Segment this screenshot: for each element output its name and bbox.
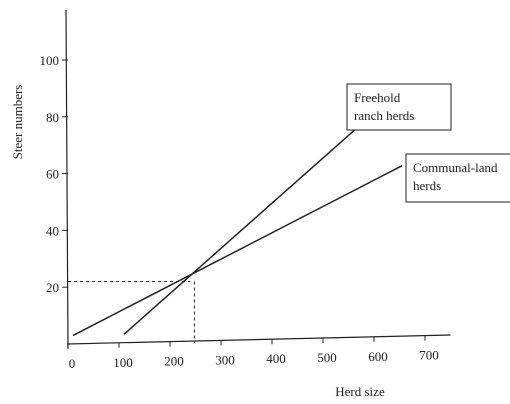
x-axis-title: Herd size <box>335 384 385 399</box>
series-label-line1: Communal-land <box>413 160 498 175</box>
series-line-communal-land-herds <box>72 165 403 337</box>
x-tick-label-600: 600 <box>368 349 388 364</box>
series-label-line2: ranch herds <box>354 108 414 123</box>
y-tick-label-60: 60 <box>46 167 59 182</box>
series-label-communal-land-herds: Communal-land herds <box>405 153 510 203</box>
y-tick-label-80: 80 <box>46 110 59 125</box>
x-tick-label-700: 700 <box>419 348 439 363</box>
x-tick-label-300: 300 <box>215 352 235 367</box>
x-tick-label-400: 400 <box>266 351 286 366</box>
y-axis <box>65 9 69 349</box>
series-label-line2: herds <box>413 178 441 193</box>
x-tick-label-100: 100 <box>113 355 133 370</box>
x-axis <box>66 334 451 345</box>
x-tick-label-200: 200 <box>164 354 184 369</box>
series-label-freehold-ranch-herds: Freehold ranch herds <box>346 83 452 131</box>
x-tick-label-500: 500 <box>317 350 337 365</box>
series-line-freehold-ranch-herds <box>123 123 362 335</box>
x-tick-label-0: 0 <box>69 356 76 371</box>
y-tick-label-100: 100 <box>40 53 60 68</box>
y-axis-title: Steer numbers <box>10 85 25 160</box>
series-label-line1: Freehold <box>354 90 401 105</box>
series-label-box <box>346 83 452 131</box>
series-label-box <box>405 153 510 203</box>
y-tick-label-40: 40 <box>46 223 59 238</box>
y-tick-label-20: 20 <box>46 280 59 295</box>
